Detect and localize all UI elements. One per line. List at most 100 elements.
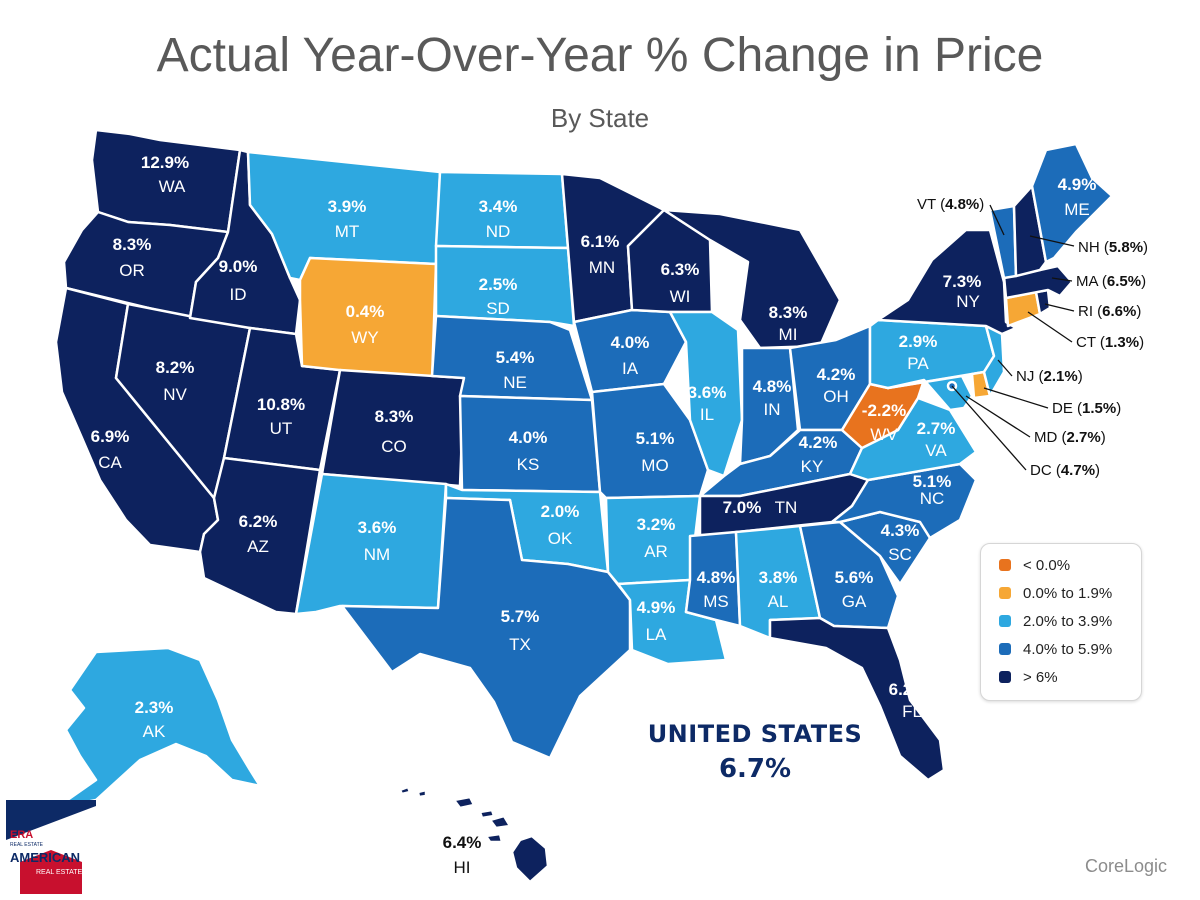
state-hi[interactable] [398,785,550,884]
callout-nh: NH (5.8%) [1078,239,1148,256]
label-abbr-me: ME [1064,200,1090,219]
national-name: UNITED STATES [647,720,863,748]
state-az[interactable] [198,456,322,616]
state-labels: 12.9% WA 8.3% OR 6.9% CA 8.2% NV 9.0% ID… [91,153,1097,877]
state-nc[interactable] [830,462,978,540]
callout-de-abbr: DE [1052,400,1073,417]
label-abbr-ks: KS [517,455,540,474]
state-fl[interactable] [768,616,946,782]
label-pct-mt: 3.9% [328,197,367,216]
label-pct-az: 6.2% [239,512,278,531]
label-abbr-ky: KY [801,457,824,476]
legend-swatch [999,559,1011,571]
legend-label: > 6% [1023,668,1058,686]
state-nm[interactable] [294,472,448,616]
label-abbr-wi: WI [670,287,691,306]
label-abbr-wa: WA [159,177,186,196]
label-pct-ne: 5.4% [496,348,535,367]
label-pct-tn: 7.0% [723,498,762,517]
era-american-real-estate-logo: ERA REAL ESTATE AMERICAN REAL ESTATE [6,800,96,894]
state-mo[interactable] [590,382,710,500]
state-ak[interactable] [54,646,262,810]
legend-label: 2.0% to 3.9% [1023,612,1113,630]
label-pct-wv: -2.2% [862,401,906,420]
legend-item: > 6% [999,666,1058,688]
label-pct-ia: 4.0% [611,333,650,352]
callout-ma: MA (6.5%) [1076,273,1146,290]
callout-md: MD (2.7%) [1034,429,1106,446]
label-abbr-pa: PA [907,354,929,373]
label-pct-ok: 2.0% [541,502,580,521]
callout-md-pct: 2.7% [1067,429,1101,446]
source-credit: CoreLogic [1085,856,1168,876]
label-abbr-ms: MS [703,592,729,611]
label-abbr-oh: OH [823,387,849,406]
logo-line4: REAL ESTATE [36,869,82,876]
label-abbr-hi: HI [454,858,471,877]
legend: < 0.0% 0.0% to 1.9% 2.0% to 3.9% 4.0% to… [980,543,1142,701]
label-abbr-mo: MO [641,456,668,475]
state-me[interactable] [1030,142,1114,264]
callout-ct-abbr: CT [1076,334,1096,351]
callout-vt-pct: 4.8% [945,196,979,213]
label-pct-or: 8.3% [113,235,152,254]
callout-dc: DC (4.7%) [1030,462,1100,479]
logo-line3: AMERICAN [10,850,80,865]
label-abbr-nc: NC [920,489,945,508]
label-abbr-co: CO [381,437,407,456]
callout-leaders [951,204,1075,471]
callout-md-abbr: MD [1034,429,1057,446]
state-sd[interactable] [434,244,576,328]
label-pct-nm: 3.6% [358,518,397,537]
state-tx[interactable] [340,496,632,760]
label-pct-me: 4.9% [1058,175,1097,194]
callout-ma-abbr: MA [1076,273,1098,290]
label-pct-va: 2.7% [917,419,956,438]
label-pct-mo: 5.1% [636,429,675,448]
label-pct-nv: 8.2% [156,358,195,377]
state-nh[interactable] [1012,184,1048,278]
label-pct-tx: 5.7% [501,607,540,626]
state-ar[interactable] [604,494,702,586]
label-pct-wa: 12.9% [141,153,189,172]
legend-label: < 0.0% [1023,556,1071,574]
label-abbr-ia: IA [622,359,639,378]
callout-nh-abbr: NH [1078,239,1100,256]
label-pct-id: 9.0% [219,257,258,276]
label-pct-nc: 5.1% [913,472,952,491]
callout-ri: RI (6.6%) [1078,303,1141,320]
label-pct-ca: 6.9% [91,427,130,446]
label-abbr-fl: FL [902,702,922,721]
label-pct-la: 4.9% [637,598,676,617]
label-pct-ar: 3.2% [637,515,676,534]
label-pct-pa: 2.9% [899,332,938,351]
legend-item: 4.0% to 5.9% [999,638,1112,660]
callout-vt-abbr: VT [917,196,936,213]
label-pct-ms: 4.8% [697,568,736,587]
label-pct-ks: 4.0% [509,428,548,447]
label-pct-wy: 0.4% [346,302,385,321]
label-abbr-ny: NY [956,292,980,311]
legend-swatch [999,643,1011,655]
label-pct-mi: 8.3% [769,303,808,322]
label-abbr-tx: TX [509,635,531,654]
callout-dc-abbr: DC [1030,462,1052,479]
label-abbr-sd: SD [486,299,510,318]
callout-dc-pct: 4.7% [1061,462,1095,479]
callout-ma-pct: 6.5% [1107,273,1141,290]
map-subtitle: By State [550,103,650,133]
logo-line1: ERA [10,829,33,841]
label-pct-sd: 2.5% [479,275,518,294]
callout-nh-pct: 5.8% [1109,239,1143,256]
label-pct-sc: 4.3% [881,521,920,540]
label-pct-wi: 6.3% [661,260,700,279]
state-ri[interactable] [1034,288,1052,316]
callout-nj-pct: 2.1% [1044,368,1078,385]
state-co[interactable] [320,368,466,488]
label-abbr-in: IN [764,400,781,419]
label-pct-oh: 4.2% [817,365,856,384]
label-abbr-ar: AR [644,542,668,561]
callout-nj: NJ (2.1%) [1016,368,1083,385]
label-pct-ga: 5.6% [835,568,874,587]
